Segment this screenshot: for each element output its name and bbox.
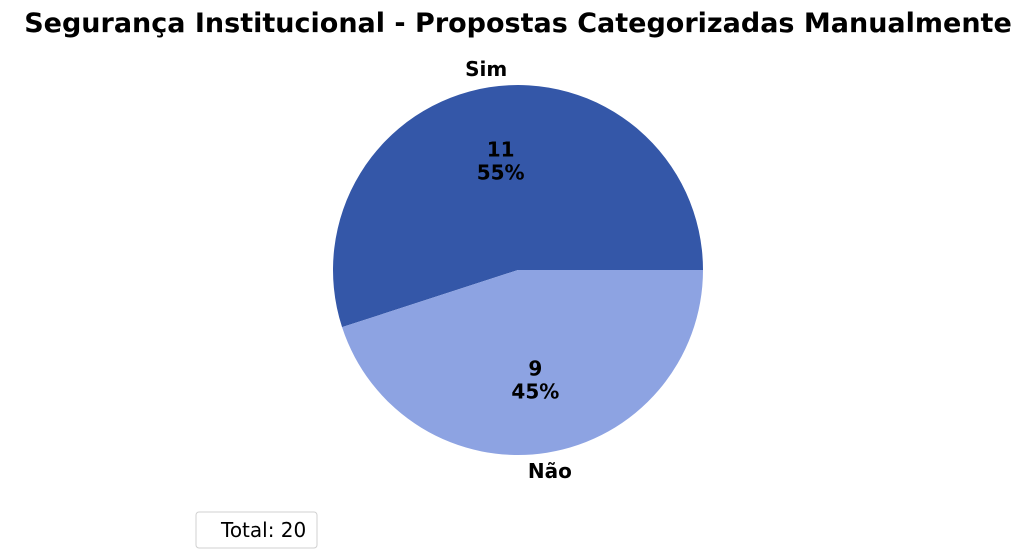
legend: Total: 20 [195,511,318,549]
slice-value-label: 11 [487,137,515,161]
pie-slices [333,85,703,456]
pie-slice-sim [333,85,703,328]
slice-category-label: Não [528,459,572,483]
legend-total-text: Total: 20 [220,518,306,542]
legend-box [195,511,318,549]
slice-value-label: 9 [528,357,542,381]
slice-category-label: Sim [465,57,507,81]
slice-percent-label: 45% [511,380,559,404]
slice-percent-label: 55% [477,160,525,184]
chart-title: Segurança Institucional - Propostas Cate… [24,8,1012,39]
pie-slice-não [342,270,703,456]
